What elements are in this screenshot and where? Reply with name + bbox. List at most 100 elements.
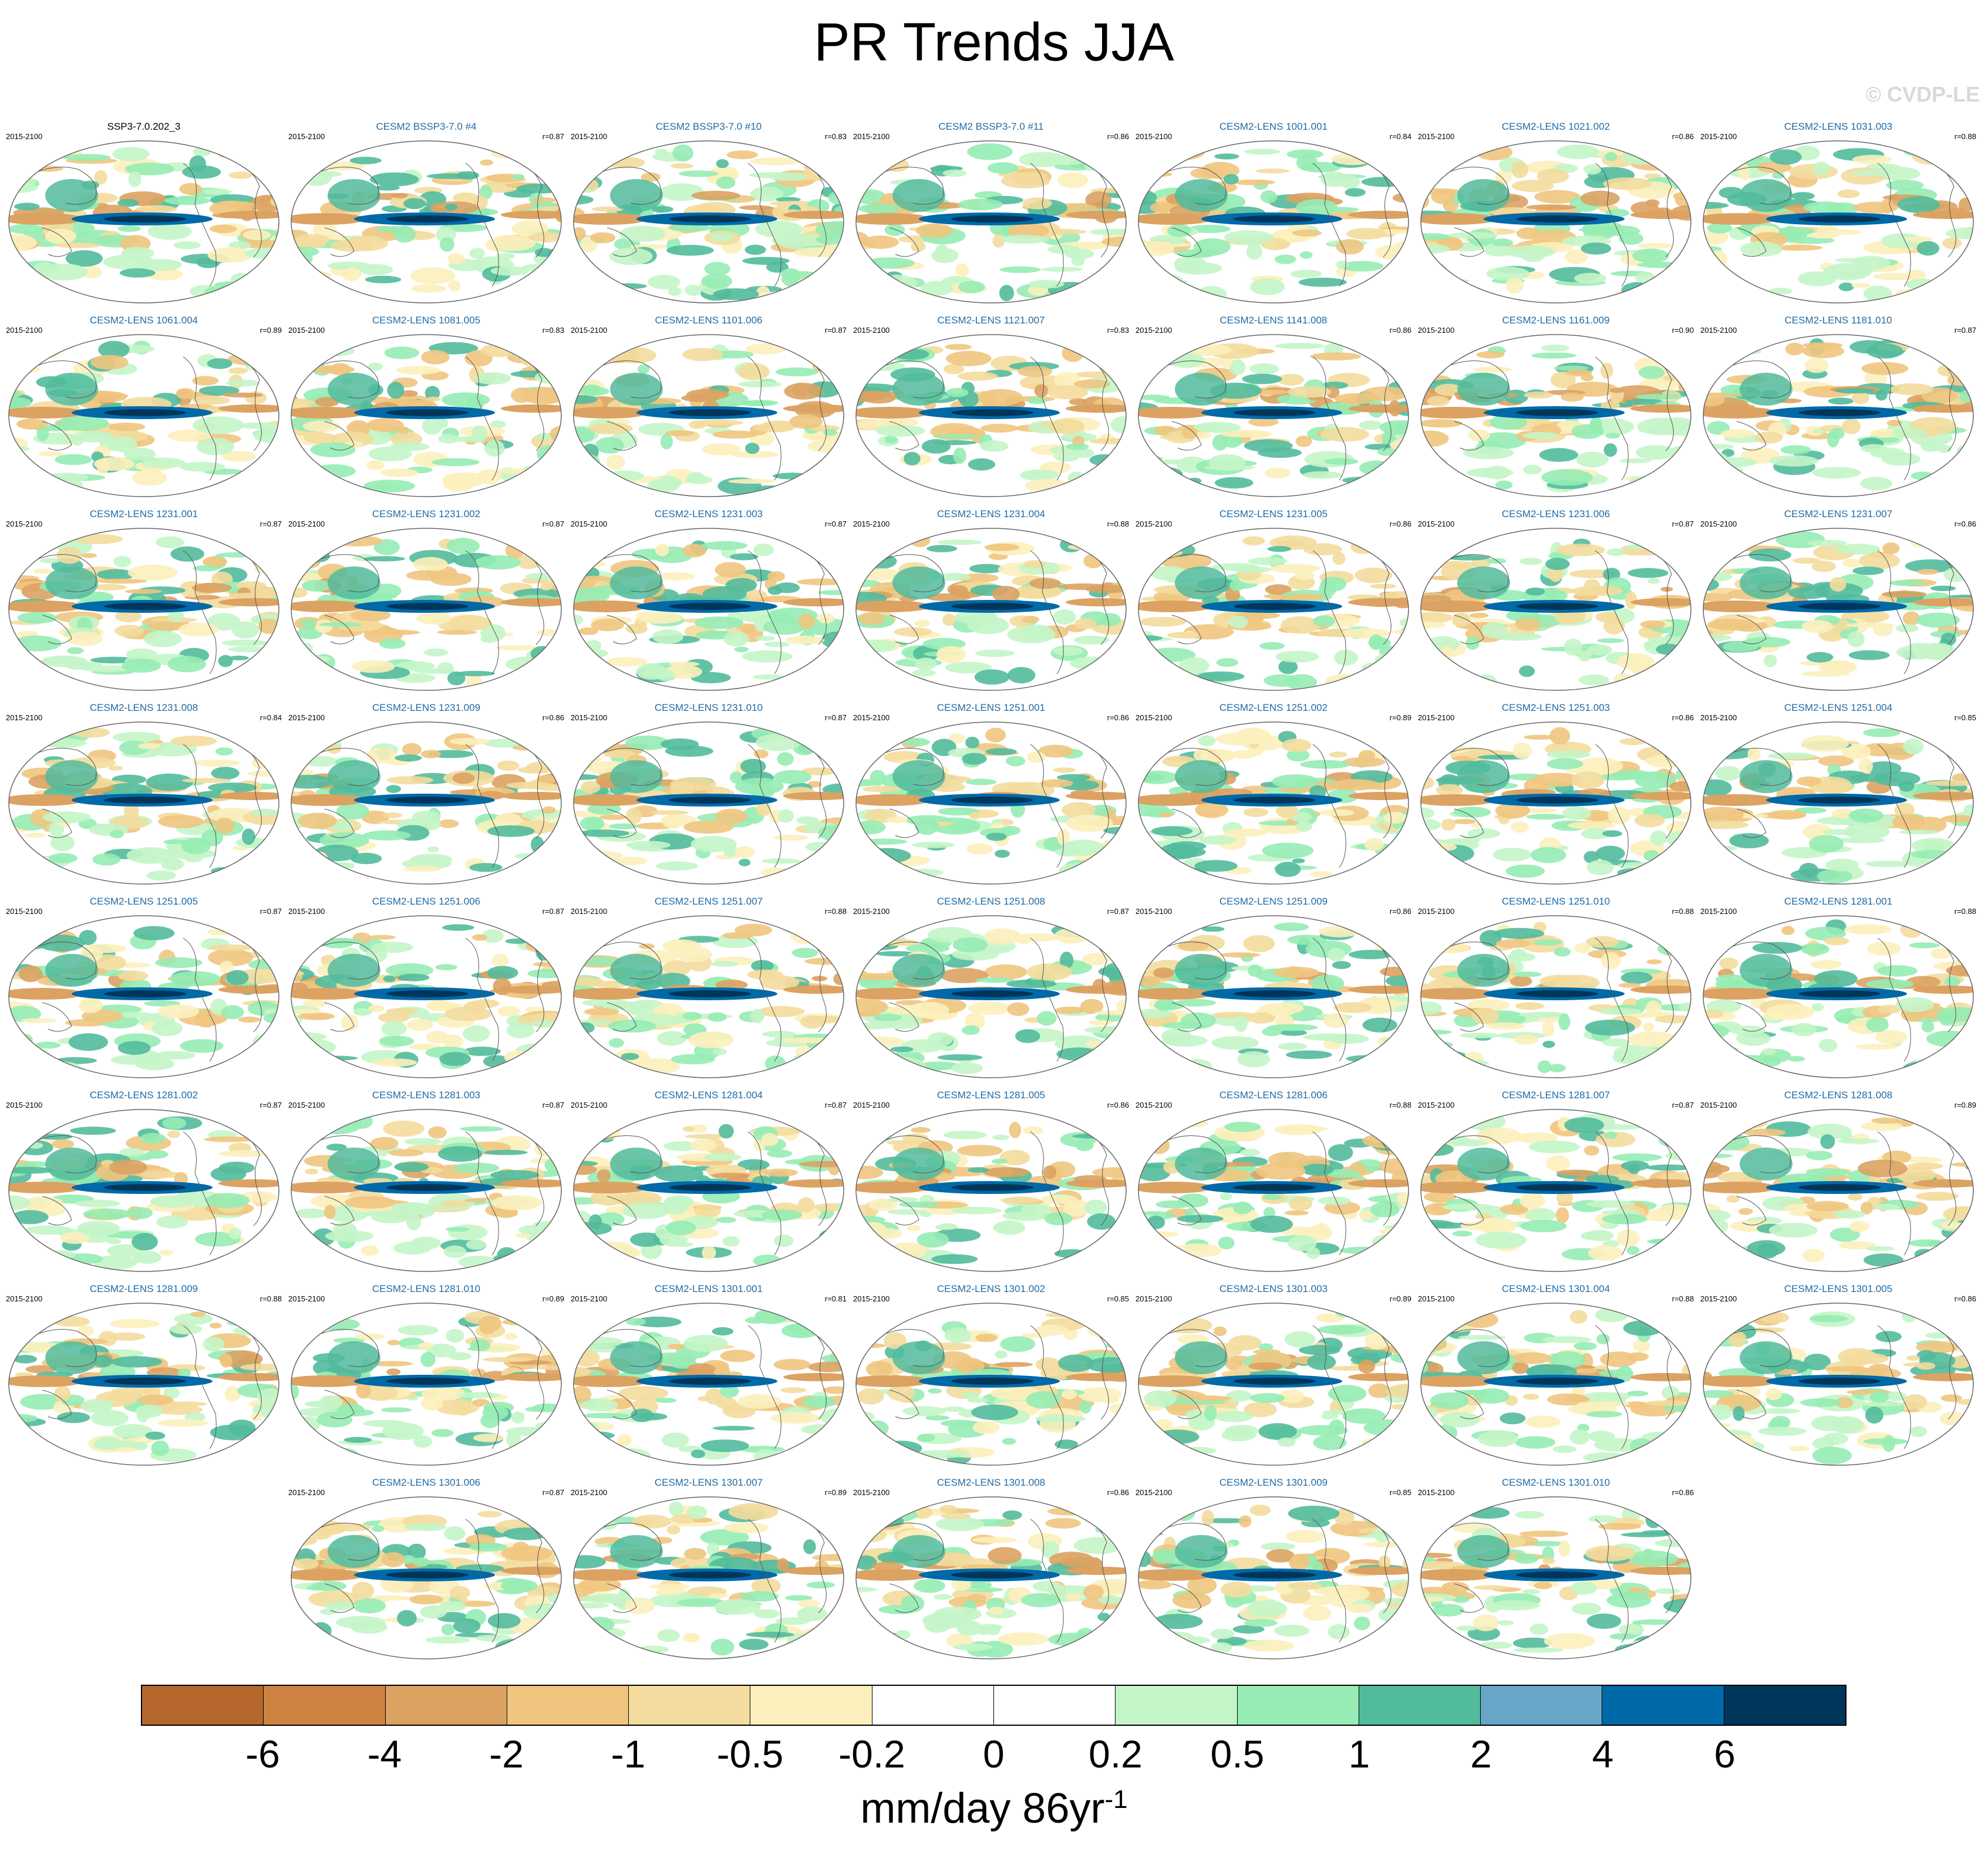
panel-period: 2015-2100 [1135,1101,1172,1109]
map-outline [291,1109,562,1272]
colorbar-labels: -6 -4 -2 -1 -0.5 -0.2 0 0.2 0.5 1 2 4 6 [141,1732,1847,1779]
map-panel: 2015-2100 SSP3-7.0.202_3 [6,117,282,305]
map-panel: 2015-2100 CESM2-LENS 1251.005 r=0.87 [6,892,282,1080]
panel-title: CESM2-LENS 1231.004 [936,508,1046,519]
map-field [1138,916,1409,1078]
map-panel: 2015-2100 CESM2-LENS 1281.004 r=0.87 [571,1086,847,1274]
panel-correlation: r=0.89 [1954,1101,1976,1109]
panel-correlation: r=0.85 [1389,1488,1411,1497]
panel-correlation: r=0.86 [1107,1101,1129,1109]
panel-correlation: r=0.89 [542,1294,564,1303]
panel-map [1420,1303,1692,1466]
panel-title: CESM2-LENS 1021.002 [1501,121,1610,132]
panel-map [1420,721,1692,885]
panel-period: 2015-2100 [6,132,43,141]
panel-title: CESM2-LENS 1281.007 [1501,1089,1610,1101]
map-panel: 2015-2100 CESM2-LENS 1301.002 r=0.85 [853,1280,1129,1468]
panel-map [855,915,1127,1078]
map-outline [1703,528,1974,691]
map-outline [573,1303,844,1466]
panel-period: 2015-2100 [1418,713,1455,722]
panel-period: 2015-2100 [1418,1101,1455,1109]
map-outline [8,721,279,885]
panel-map [855,528,1127,691]
panel-period: 2015-2100 [288,1101,325,1109]
panel-map [1703,721,1974,885]
map-field [574,335,844,497]
map-outline [291,1496,562,1659]
panel-title: CESM2 BSSP3-7.0 #11 [938,121,1044,132]
panel-period: 2015-2100 [1700,713,1737,722]
panel-correlation: r=0.86 [1389,519,1411,528]
panel-map [1703,528,1974,691]
map-outline [291,1303,562,1466]
map-outline [855,140,1127,303]
panel-title: CESM2-LENS 1251.005 [89,896,198,907]
panel-period: 2015-2100 [1418,326,1455,335]
colorbar-units: mm/day 86yr-1 [0,1784,1988,1833]
panel-map [1420,140,1692,303]
panel-map [1138,1109,1409,1272]
panel-map [1138,915,1409,1078]
map-outline [855,334,1127,497]
panel-map [1138,334,1409,497]
map-field [1138,722,1409,884]
map-outline [855,528,1127,691]
panel-period: 2015-2100 [288,1294,325,1303]
panel-map [855,721,1127,885]
panel-title: CESM2-LENS 1301.009 [1219,1477,1328,1488]
map-field [1703,1303,1973,1465]
panel-title: CESM2-LENS 1301.007 [654,1477,763,1488]
colorbar-tick-label: 6 [1714,1732,1736,1776]
panel-correlation: r=0.88 [1954,132,1976,141]
map-panel: 2015-2100 CESM2-LENS 1281.001 r=0.88 [1700,892,1976,1080]
panel-correlation: r=0.88 [1672,1294,1694,1303]
panel-period: 2015-2100 [1135,132,1172,141]
panel-title: CESM2-LENS 1231.007 [1784,508,1893,519]
map-field [9,1109,279,1271]
map-panel: 2015-2100 CESM2-LENS 1281.005 r=0.86 [853,1086,1129,1274]
panel-period: 2015-2100 [1700,132,1737,141]
figure-title: PR Trends JJA [814,12,1174,72]
map-outline [1420,721,1692,885]
panel-correlation: r=0.88 [824,907,847,916]
panel-period: 2015-2100 [571,326,608,335]
panel-title: CESM2-LENS 1281.002 [89,1089,198,1101]
panel-title: CESM2-LENS 1251.010 [1501,896,1610,907]
panel-period: 2015-2100 [1418,519,1455,528]
map-panel: 2015-2100 CESM2-LENS 1101.006 r=0.87 [571,311,847,499]
panel-period: 2015-2100 [1700,326,1737,335]
map-panel: 2015-2100 CESM2-LENS 1251.007 r=0.88 [571,892,847,1080]
panel-period: 2015-2100 [1700,1294,1737,1303]
panel-correlation: r=0.89 [1389,1294,1411,1303]
map-field [9,335,279,497]
map-outline [855,1303,1127,1466]
panel-period: 2015-2100 [1135,326,1172,335]
map-field [1421,722,1691,884]
map-panel: 2015-2100 CESM2-LENS 1231.007 r=0.86 [1700,505,1976,693]
map-panel: 2015-2100 CESM2-LENS 1231.006 r=0.87 [1418,505,1694,693]
map-panel: 2015-2100 CESM2-LENS 1231.009 r=0.86 [288,699,564,886]
panel-title: CESM2-LENS 1001.001 [1219,121,1328,132]
panel-title: CESM2-LENS 1231.005 [1219,508,1328,519]
colorbar-box [872,1686,994,1725]
colorbar-tick-label: -2 [489,1732,524,1776]
panel-title: CESM2-LENS 1301.005 [1784,1283,1893,1294]
panel-map [1420,528,1692,691]
panel-map [291,528,562,691]
panel-correlation: r=0.81 [824,1294,847,1303]
map-panel: 2015-2100 CESM2-LENS 1301.005 r=0.86 [1700,1280,1976,1468]
colorbar-box [507,1686,629,1725]
panel-period: 2015-2100 [853,1101,890,1109]
map-outline [291,721,562,885]
panel-title: CESM2-LENS 1281.005 [936,1089,1046,1101]
map-field [856,141,1126,303]
panel-period: 2015-2100 [1700,907,1737,916]
panel-correlation: r=0.86 [1389,326,1411,335]
panel-title: CESM2-LENS 1281.010 [372,1283,481,1294]
map-outline [1138,528,1409,691]
panel-map [573,528,844,691]
map-field [856,916,1126,1078]
map-outline [1420,528,1692,691]
map-panel: 2015-2100 CESM2-LENS 1301.001 r=0.81 [571,1280,847,1468]
